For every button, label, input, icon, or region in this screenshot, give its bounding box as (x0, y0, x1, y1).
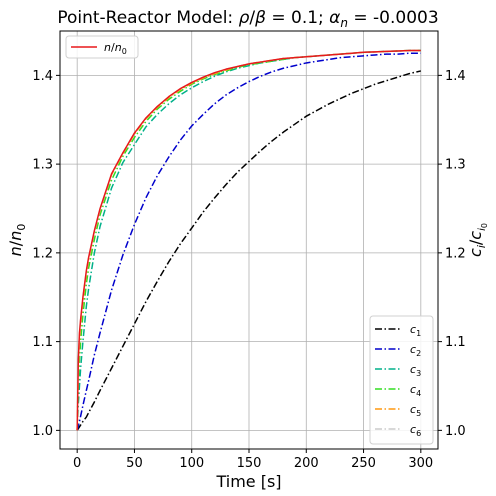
x-tick-label-250: 250 (351, 456, 376, 471)
y-tick-label-right-1.1: 1.1 (445, 335, 466, 350)
y-tick-label-left-1.1: 1.1 (32, 335, 53, 350)
y-tick-label-right-1.4: 1.4 (445, 69, 466, 84)
x-axis-title: Time [s] (215, 472, 281, 491)
chart-title: Point-Reactor Model: ρ/β = 0.1; αn = -0.… (57, 8, 438, 30)
x-tick-label-50: 50 (126, 456, 143, 471)
x-tick-label-0: 0 (73, 456, 81, 471)
legend-bottom-right-box (370, 316, 433, 444)
legend-top-left: n/n0 (66, 36, 138, 58)
x-tick-label-300: 300 (408, 456, 433, 471)
y-tick-label-left-1.0: 1.0 (32, 424, 53, 439)
x-tick-label-100: 100 (179, 456, 204, 471)
y-tick-label-right-1.0: 1.0 (445, 424, 466, 439)
y-tick-label-left-1.3: 1.3 (32, 158, 53, 173)
y-tick-label-right-1.3: 1.3 (445, 158, 466, 173)
y-tick-label-left-1.4: 1.4 (32, 69, 53, 84)
x-tick-label-200: 200 (294, 456, 319, 471)
x-tick-label-150: 150 (237, 456, 262, 471)
y-tick-label-right-1.2: 1.2 (445, 246, 466, 261)
y-tick-label-left-1.2: 1.2 (32, 246, 53, 261)
